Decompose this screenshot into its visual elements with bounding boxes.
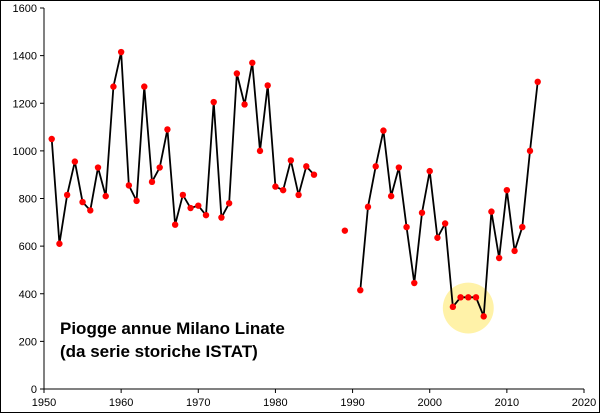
data-point (241, 101, 248, 108)
data-point (488, 208, 495, 215)
y-tick-label: 1000 (13, 146, 37, 158)
data-point (179, 191, 187, 199)
data-point (56, 240, 63, 247)
data-point (287, 157, 295, 164)
data-point (125, 182, 133, 189)
y-tick-label: 1600 (13, 3, 37, 15)
data-point (519, 223, 526, 231)
data-point (364, 203, 372, 211)
data-point (202, 211, 210, 219)
x-tick-label: 1970 (186, 397, 210, 409)
data-point (380, 127, 387, 134)
x-tick-label: 1990 (340, 397, 364, 409)
data-point (341, 227, 349, 234)
data-point (148, 178, 156, 186)
data-point (480, 313, 487, 320)
data-point (411, 279, 418, 287)
data-point (303, 163, 310, 170)
data-point (218, 214, 225, 221)
data-point (357, 286, 364, 294)
data-point (187, 204, 194, 212)
data-point (534, 78, 541, 86)
data-point (495, 254, 503, 262)
data-point (472, 294, 480, 301)
data-point (94, 164, 102, 171)
highlight-circle (442, 282, 494, 334)
data-point (117, 48, 125, 56)
annotation-line-1: Piogge annue Milano Linate (60, 319, 285, 338)
x-tick-label: 1980 (263, 397, 287, 409)
data-point (387, 192, 395, 200)
data-point (48, 135, 55, 143)
data-point (71, 158, 79, 165)
data-point (395, 164, 403, 171)
data-point (511, 247, 518, 255)
y-tick-label: 1400 (13, 51, 37, 63)
data-point (295, 191, 302, 199)
data-point (110, 83, 117, 90)
data-point (141, 83, 148, 90)
x-tick-label: 1950 (32, 397, 56, 409)
data-point (310, 171, 318, 178)
data-point (457, 294, 464, 301)
data-point (264, 82, 271, 89)
y-tick-label: 0 (31, 384, 37, 396)
data-point (195, 202, 202, 209)
data-point (79, 198, 86, 206)
data-point (403, 223, 410, 231)
y-tick-label: 400 (19, 289, 37, 301)
annotation-line-2: (da serie storiche ISTAT) (60, 342, 258, 361)
data-point (225, 200, 233, 207)
y-tick-label: 800 (19, 194, 37, 206)
data-point (249, 59, 256, 66)
data-point (102, 192, 109, 200)
data-point (465, 294, 472, 301)
data-point (233, 70, 241, 77)
data-point (210, 98, 217, 106)
x-tick-label: 2010 (495, 397, 519, 409)
x-tick-label: 2020 (572, 397, 596, 409)
data-point (279, 186, 287, 194)
y-tick-label: 1200 (13, 98, 37, 110)
data-point (171, 221, 179, 228)
data-point (434, 234, 441, 241)
data-point (272, 183, 279, 190)
data-point (133, 197, 140, 205)
data-point (426, 167, 433, 175)
data-point (503, 186, 511, 194)
data-point (87, 207, 94, 214)
data-point (156, 164, 163, 171)
y-tick-label: 200 (19, 336, 37, 348)
data-point (449, 303, 457, 311)
x-tick-label: 2000 (417, 397, 441, 409)
data-point (164, 126, 171, 133)
data-point (372, 163, 379, 170)
data-point (441, 220, 449, 227)
data-point (526, 147, 534, 155)
y-tick-label: 600 (19, 241, 37, 253)
data-point (256, 147, 264, 155)
series-line-segment (359, 81, 539, 318)
x-tick-label: 1960 (109, 397, 133, 409)
data-point (63, 191, 71, 199)
data-point (418, 209, 426, 216)
